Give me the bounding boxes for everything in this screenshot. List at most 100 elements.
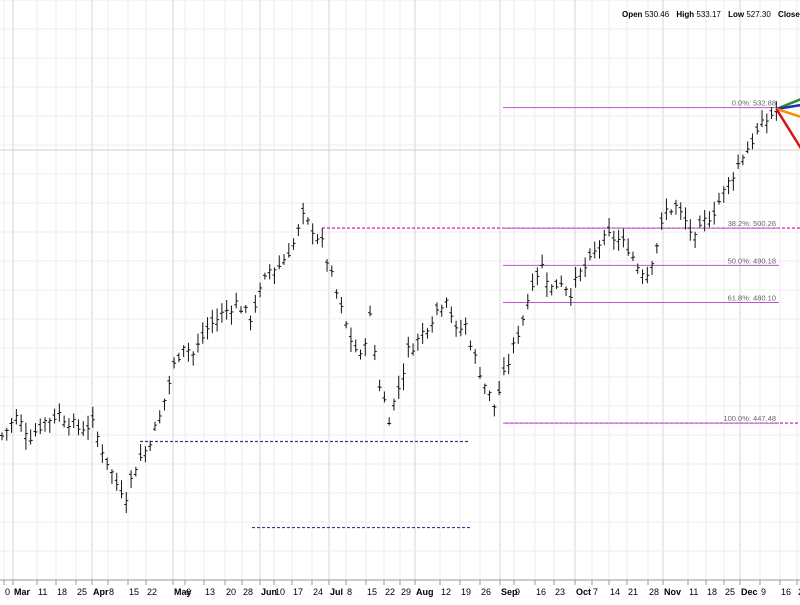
ohlc-bar — [267, 264, 272, 280]
ohlc-bar — [248, 315, 253, 331]
ohlc-bar — [611, 230, 616, 250]
low-label: Low — [728, 10, 745, 19]
x-tick-label: Mar — [14, 587, 31, 597]
ohlc-bar — [334, 289, 339, 299]
ohlc-bar — [707, 211, 712, 228]
ohlc-bar — [769, 107, 774, 119]
ohlc-bar — [736, 154, 741, 169]
ohlc-bar — [219, 303, 224, 323]
projection-fan — [775, 98, 800, 150]
ohlc-bar — [468, 340, 473, 351]
x-tick-label: 14 — [610, 587, 620, 597]
ohlc-bar — [497, 381, 502, 396]
ohlc-bar — [420, 322, 425, 344]
ohlc-bar — [434, 302, 439, 316]
ohlc-bar — [47, 417, 52, 433]
x-tick-label: 11 — [38, 587, 47, 597]
ohlc-bar — [463, 317, 468, 335]
ohlc-bar — [28, 429, 33, 445]
reference-lines — [140, 227, 800, 529]
ohlc-bar — [291, 238, 296, 250]
ohlc-bar — [277, 255, 282, 270]
fib-level-label: 100.0%: 447.48 — [723, 414, 776, 423]
x-tick-label: 23 — [798, 587, 800, 597]
ohlc-bar — [205, 317, 210, 340]
ohlc-bar — [607, 218, 612, 237]
ohlc-bar — [224, 299, 229, 320]
ohlc-bar — [4, 427, 9, 441]
ohlc-bar — [229, 305, 234, 325]
open-label: Open — [622, 10, 643, 19]
ohlc-bar — [301, 202, 306, 225]
fan-line — [775, 107, 800, 118]
ohlc-bar — [458, 319, 463, 337]
ohlc-bar — [525, 293, 530, 310]
ohlc-bar — [339, 296, 344, 314]
ohlc-bar — [755, 123, 760, 135]
ohlc-bar — [162, 398, 167, 411]
ohlc-bar — [544, 272, 549, 297]
x-tick-label: 26 — [481, 587, 491, 597]
ohlc-bar — [597, 240, 602, 259]
ohlc-bar — [387, 417, 392, 426]
ohlc-bar — [195, 333, 200, 353]
ohlc-bar — [764, 113, 769, 134]
ohlc-bar — [100, 444, 105, 463]
ohlc-bar — [76, 419, 81, 436]
ohlc-bar — [272, 267, 277, 285]
x-tick-label: 12 — [441, 587, 451, 597]
ohlc-bar — [372, 344, 377, 361]
ohlc-bar — [473, 349, 478, 364]
ohlc-bar — [592, 241, 597, 259]
ohlc-bar — [325, 259, 330, 272]
x-tick-label: 28 — [243, 587, 253, 597]
x-tick-label: 15 — [129, 587, 139, 597]
ohlc-bar — [415, 333, 420, 351]
x-tick-label: 0 — [5, 587, 10, 597]
ohlc-bar — [635, 263, 640, 274]
x-tick-label: 18 — [707, 587, 717, 597]
ohlc-bar — [439, 304, 444, 317]
ohlc-bar — [19, 414, 24, 432]
price-bars — [0, 101, 779, 514]
ohlc-bar — [750, 133, 755, 150]
ohlc-bar — [191, 351, 196, 366]
ohlc-bar — [549, 284, 554, 296]
x-tick-label: 9 — [761, 587, 766, 597]
ohlc-bar — [23, 422, 28, 450]
x-tick-label: 6 — [186, 587, 191, 597]
x-tick-label: 22 — [147, 587, 157, 597]
ohlc-header: Open 530.46 High 533.17 Low 527.30 Close — [622, 10, 800, 19]
ohlc-bar — [506, 353, 511, 375]
x-tick-label: Dec — [741, 587, 758, 597]
ohlc-bar — [14, 408, 19, 425]
x-tick-label: 8 — [347, 587, 352, 597]
x-tick-label: 20 — [226, 587, 236, 597]
ohlc-bar — [176, 352, 181, 363]
x-tick-label: 9 — [515, 587, 520, 597]
ohlc-bar — [717, 192, 721, 205]
x-tick-label: 8 — [109, 587, 114, 597]
ohlc-bar — [143, 446, 148, 463]
x-tick-label: 24 — [313, 587, 323, 597]
fibonacci-retracement: 0.0%: 532.88 38.2%: 500.26 50.0%: 490.18 61… — [503, 99, 779, 424]
ohlc-bar — [114, 472, 119, 491]
x-tick-label: 18 — [57, 587, 67, 597]
ohlc-bar — [630, 251, 635, 262]
ohlc-bar — [358, 349, 363, 360]
ohlc-bar — [673, 199, 678, 215]
ohlc-bar — [262, 272, 267, 280]
x-tick-label: 7 — [593, 587, 598, 597]
ohlc-bar — [305, 217, 310, 225]
ohlc-bar — [425, 327, 430, 339]
ohlc-bar — [654, 243, 659, 254]
ohlc-bar — [215, 308, 220, 332]
ohlc-bar — [109, 469, 114, 484]
x-tick-label: May — [174, 587, 192, 597]
x-tick-label: 21 — [628, 587, 638, 597]
ohlc-bar — [282, 254, 287, 265]
x-tick-label: 29 — [401, 587, 411, 597]
fib-level-label: 0.0%: 532.88 — [732, 99, 776, 108]
ohlc-bar — [320, 228, 325, 248]
x-tick-label: 15 — [367, 587, 377, 597]
